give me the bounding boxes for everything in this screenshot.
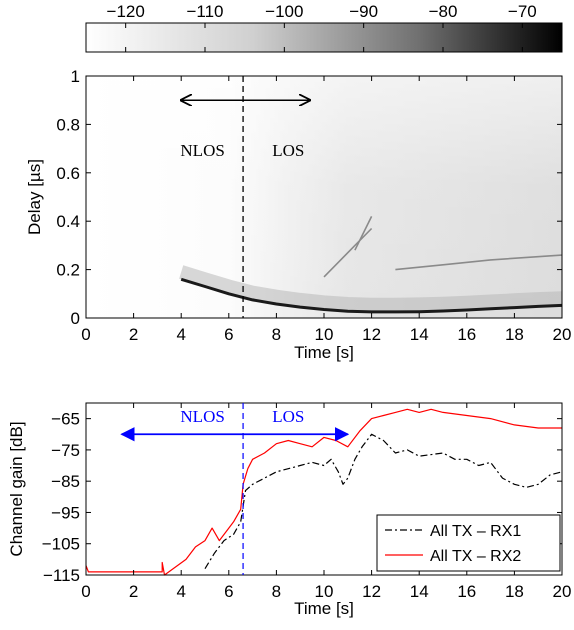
- line-y-tick-label: −85: [51, 472, 80, 491]
- line-y-tick-label: −95: [51, 503, 80, 522]
- heatmap-x-tick-label: 10: [315, 325, 334, 344]
- heatmap-fade: [86, 76, 562, 318]
- echo-path: [323, 227, 373, 278]
- colorbar-tick-label: −90: [349, 2, 378, 21]
- line-x-tick-label: 4: [176, 582, 185, 601]
- heatmap-y-tick-label: 0.2: [56, 261, 80, 280]
- line-y-tick-label: −75: [51, 441, 80, 460]
- legend-box: [376, 514, 561, 572]
- series-1-line: [204, 433, 563, 570]
- channel-gain-chart: 0 2 4 6 8 10 12 14 16 18 20 −65 −75 −85 −95 −105 −115 NL…: [7, 402, 572, 618]
- heatmap-x-tick-label: 0: [81, 325, 90, 344]
- line-y-axis-label: Channel gain [dB]: [7, 421, 26, 556]
- echo-path: [354, 216, 373, 251]
- line-y-tick-label: −115: [43, 566, 80, 585]
- los-path: [180, 277, 562, 314]
- line-x-tick-label: 10: [315, 582, 334, 601]
- heatmap-x-tick-label: 16: [457, 325, 476, 344]
- heatmap-annotation-los: LOS: [272, 141, 304, 160]
- line-y-tick-label: −65: [51, 410, 80, 429]
- heatmap-x-tick-label: 18: [505, 325, 524, 344]
- heatmap-x-tick-label: 4: [176, 325, 185, 344]
- heatmap-y-tick-label: 1: [71, 67, 80, 86]
- heatmap-x-tick-label: 12: [362, 325, 381, 344]
- colorbar-tick-label: −70: [508, 2, 537, 21]
- line-x-tick-label: 2: [129, 582, 138, 601]
- heatmap-x-tick-label: 6: [224, 325, 233, 344]
- heatmap-y-axis-label: Delay [µs]: [25, 159, 44, 235]
- colorbar-tick-label: −110: [186, 2, 223, 21]
- heatmap-y-tick-label: 0.6: [56, 164, 80, 183]
- heatmap-y-tick-label: 0.4: [56, 212, 80, 231]
- heatmap-x-tick-label: 14: [410, 325, 429, 344]
- legend-label-2: All TX – RX2: [430, 548, 521, 565]
- legend: All TX – RX1 All TX – RX2: [376, 514, 561, 572]
- los-scatter-band: [179, 265, 562, 312]
- heatmap-y-tick-label: 0: [71, 309, 80, 328]
- colorbar-gradient: [85, 22, 563, 53]
- line-x-tick-label: 6: [224, 582, 233, 601]
- line-annotation-los: LOS: [272, 407, 304, 426]
- line-x-tick-label: 0: [81, 582, 90, 601]
- heatmap-x-tick-label: 2: [129, 325, 138, 344]
- line-x-axis-label: Time [s]: [294, 599, 354, 618]
- colorbar-tick-label: −80: [429, 2, 458, 21]
- line-x-tick-label: 20: [553, 582, 572, 601]
- line-x-tick-label: 18: [505, 582, 524, 601]
- heatmap-x-axis-label: Time [s]: [294, 343, 354, 362]
- heatmap-y-tick-label: 0.8: [56, 115, 80, 134]
- line-x-tick-label: 8: [272, 582, 281, 601]
- line-x-tick-label: 14: [410, 582, 429, 601]
- heatmap-x-tick-label: 8: [272, 325, 281, 344]
- echo-path: [395, 254, 562, 271]
- line-x-tick-label: 16: [457, 582, 476, 601]
- colorbar: −120 −110 −100 −90 −80 −70: [85, 2, 563, 53]
- line-x-tick-label: 12: [362, 582, 381, 601]
- heatmap-annotation-nlos: NLOS: [180, 141, 224, 160]
- colorbar-tick-label: −120: [107, 2, 145, 21]
- line-annotation-nlos: NLOS: [180, 407, 224, 426]
- colorbar-tick-label: −100: [265, 2, 303, 21]
- heatmap-x-tick-label: 20: [553, 325, 572, 344]
- line-y-tick-label: −105: [42, 535, 80, 554]
- legend-label-1: All TX – RX1: [430, 523, 521, 540]
